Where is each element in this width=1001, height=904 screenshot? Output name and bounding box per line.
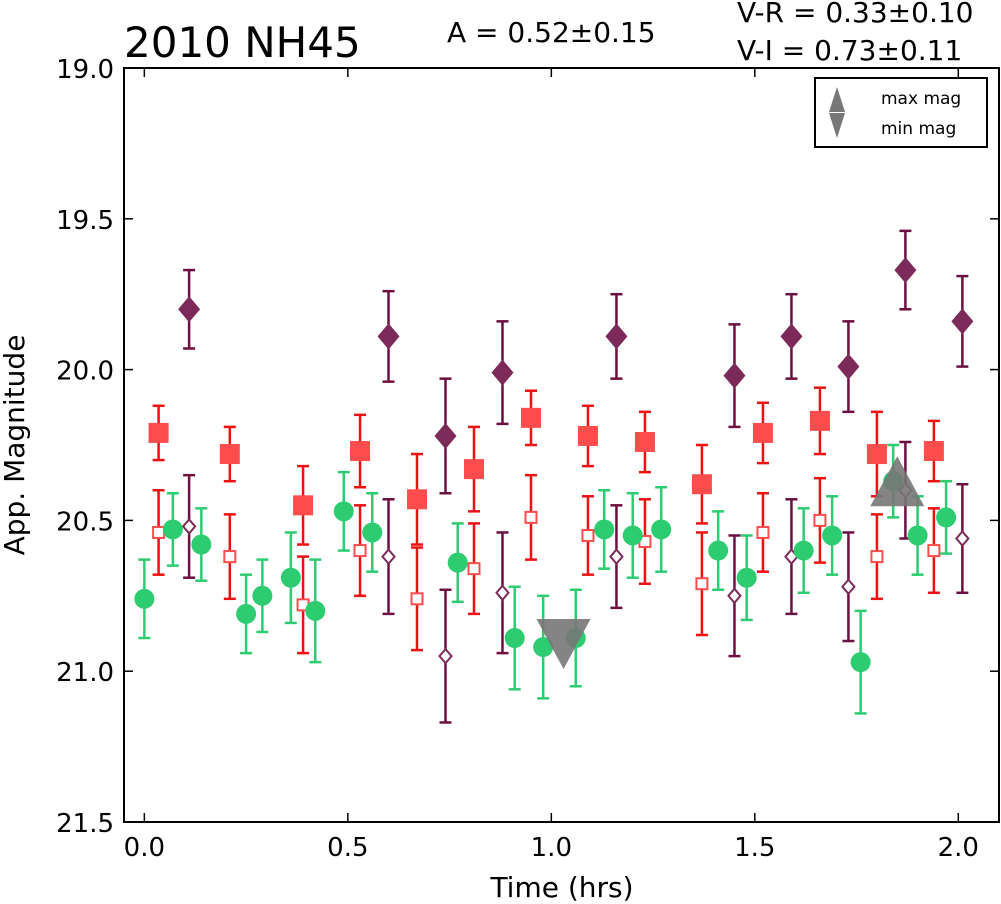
red-square-point (923, 441, 944, 462)
legend-max-mag-marker (829, 87, 845, 112)
plot-content (134, 229, 974, 724)
chart-title: 2010 NH45 (124, 18, 361, 67)
x-tick-label: 0.5 (327, 833, 368, 863)
green-circle-point (907, 525, 928, 546)
red-square-point (219, 444, 240, 465)
legend-max-mag-label: max mag (881, 89, 961, 109)
red-square-point (866, 444, 887, 465)
color-index-vi: V-I = 0.73±0.11 (737, 34, 962, 67)
green-circle-point (622, 525, 643, 546)
y-tick-label: 20.0 (56, 357, 114, 387)
purple-open-diamond-point (609, 548, 624, 566)
red-square-point (809, 410, 830, 431)
y-tick-label: 19.0 (56, 55, 114, 85)
purple-open-diamond-point (438, 647, 453, 665)
green-circle-point (305, 600, 326, 621)
red-open-square-point (581, 528, 595, 542)
y-axis-label: App. Magnitude (0, 335, 31, 556)
red-open-square-point (813, 513, 827, 527)
green-circle-point (162, 519, 183, 540)
x-tick-label: 0.0 (124, 833, 165, 863)
red-open-square-point (695, 577, 709, 591)
green-circle-point (236, 603, 257, 624)
x-tick-label: 2.0 (938, 833, 979, 863)
red-square-point (407, 489, 428, 510)
red-square-point (350, 441, 371, 462)
green-circle-point (651, 519, 672, 540)
red-square-point (577, 425, 598, 446)
axes: 0.0 0.5 1.0 1.5 2.0 19.0 19.5 20.0 20.5 21.0 21.5 (56, 55, 1000, 863)
red-open-square-point (152, 525, 166, 539)
green-circle-point (936, 507, 957, 528)
green-circle-point (333, 501, 354, 522)
green-circle-point (533, 637, 554, 658)
purple-open-diamond-point (381, 548, 396, 566)
purple-diamond-point (377, 323, 400, 350)
red-square-point (464, 459, 484, 480)
green-circle-point (134, 588, 155, 609)
purple-open-diamond-point (727, 587, 742, 605)
amplitude-label: A = 0.52±0.15 (447, 16, 656, 49)
y-tick-label: 20.5 (56, 507, 114, 537)
red-square-point (293, 495, 314, 516)
green-circle-point (447, 552, 468, 573)
plot-frame (123, 67, 1000, 823)
red-open-square-point (870, 550, 884, 564)
green-circle-point (736, 567, 757, 588)
green-circle-point (280, 567, 301, 588)
green-circle-point (252, 585, 273, 606)
purple-diamond-point (491, 359, 514, 386)
green-circle-point (191, 534, 212, 555)
purple-open-diamond-point (181, 517, 197, 535)
purple-diamond-point (605, 323, 628, 350)
red-square-point (148, 422, 169, 443)
green-circle-point (822, 525, 843, 546)
purple-diamond-point (723, 362, 746, 389)
green-circle-point (504, 628, 525, 649)
legend-box (814, 77, 988, 148)
y-tick-label: 19.5 (56, 206, 114, 236)
red-open-square-point (410, 592, 424, 606)
green-circle-point (793, 540, 814, 561)
min-mag-marker (536, 619, 591, 670)
x-axis-label: Time (hrs) (489, 871, 633, 904)
purple-open-diamond-point (955, 529, 970, 548)
red-open-square-point (927, 544, 941, 558)
green-circle-point (362, 522, 383, 543)
red-square-point (520, 407, 541, 428)
y-tick-label: 21.5 (56, 809, 114, 839)
green-circle-point (708, 540, 729, 561)
legend-min-mag-marker (829, 113, 845, 138)
purple-diamond-point (434, 422, 457, 449)
red-open-square-point (467, 562, 481, 576)
purple-diamond-point (894, 257, 917, 284)
red-open-square-point (756, 525, 770, 539)
green-circle-point (594, 519, 615, 540)
purple-diamond-point (951, 308, 974, 335)
red-square-point (634, 431, 655, 452)
legend: max mag min mag (814, 77, 988, 148)
purple-diamond-point (837, 353, 860, 380)
y-tick-label: 21.0 (56, 658, 114, 688)
purple-open-diamond-point (495, 584, 510, 602)
red-open-square-point (524, 510, 538, 524)
purple-diamond-point (178, 296, 201, 323)
x-tick-label: 1.5 (734, 833, 775, 863)
red-open-square-point (223, 550, 237, 564)
purple-diamond-point (780, 323, 803, 350)
red-square-point (752, 422, 773, 443)
purple-open-diamond-point (841, 578, 856, 596)
green-circle-point (850, 652, 871, 673)
max-mag-marker (870, 456, 925, 507)
x-tick-label: 1.0 (531, 833, 572, 863)
legend-min-mag-label: min mag (881, 119, 956, 139)
color-index-vr: V-R = 0.33±0.10 (737, 0, 973, 29)
red-open-square-point (353, 544, 367, 558)
red-square-point (691, 474, 712, 495)
